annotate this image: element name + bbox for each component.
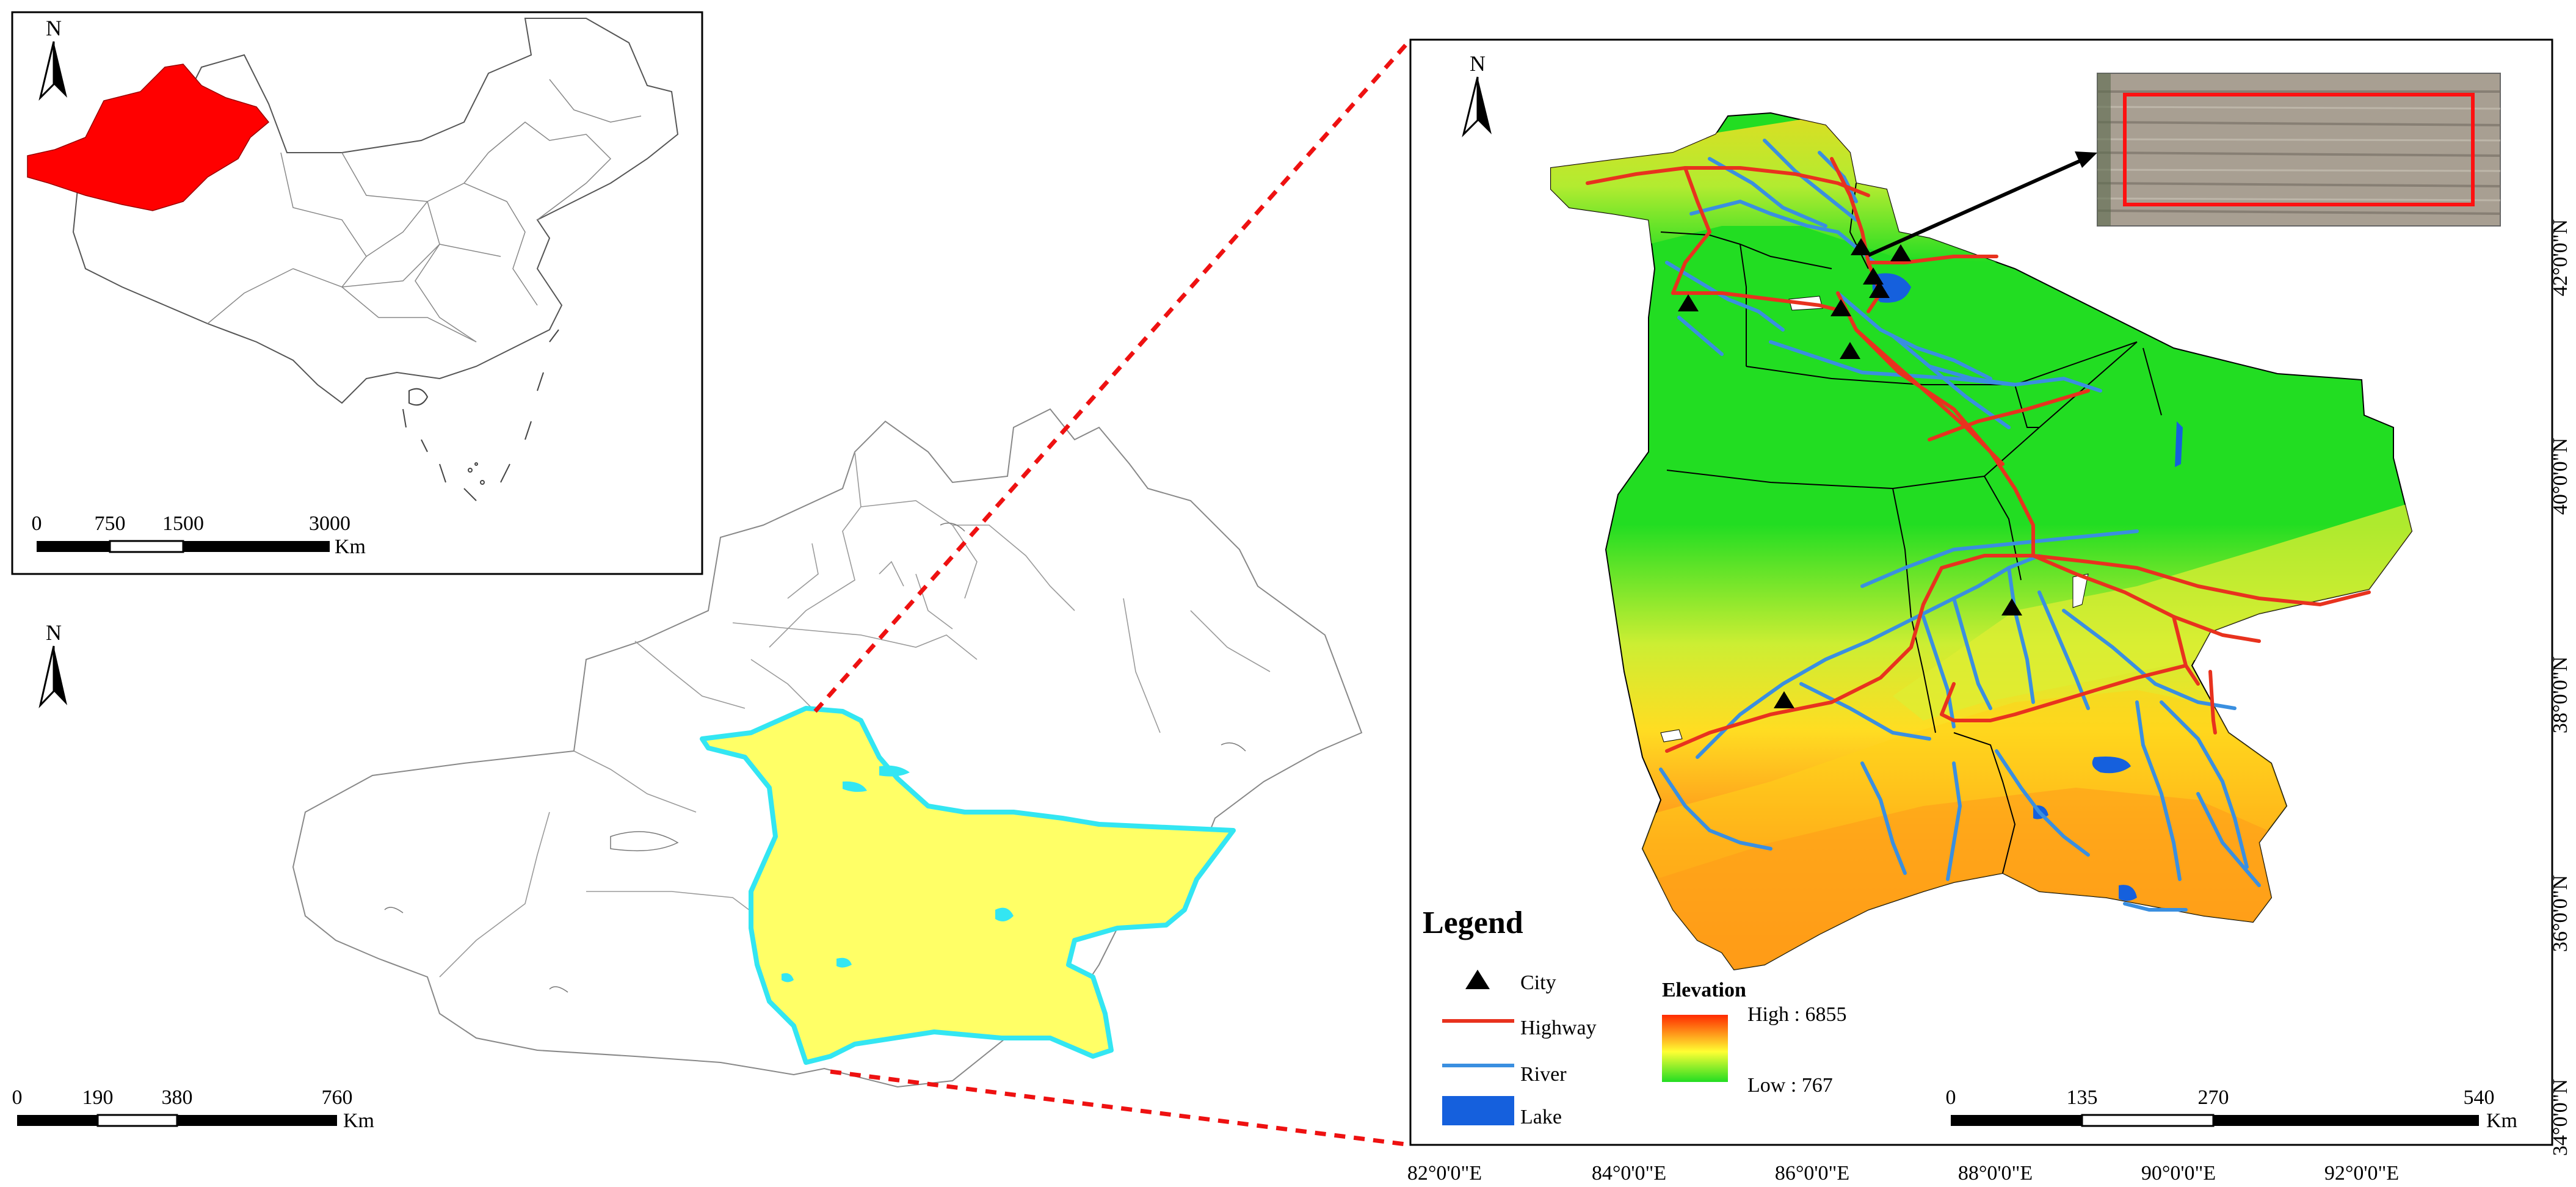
study-terrain xyxy=(1550,112,2413,971)
study-highways xyxy=(1586,157,2371,753)
satellite-inset xyxy=(2097,73,2501,227)
north-arrow-study: N xyxy=(1462,51,1492,137)
legend-city-label: City xyxy=(1520,971,1556,994)
xinjiang-scale-tick-0: 0 xyxy=(12,1086,23,1109)
south-china-sea-islands xyxy=(402,329,559,501)
study-scale-bar: 0 135 270 540 Km xyxy=(1946,1086,2518,1132)
lat-label: 34°0'0"N xyxy=(2549,1079,2572,1156)
study-lakes xyxy=(1872,273,2183,901)
legend-elevation-high: High : 6855 xyxy=(1747,1003,1846,1026)
north-arrow-xinjiang: N xyxy=(38,620,67,708)
lon-label: 92°0'0"E xyxy=(2324,1162,2399,1185)
longitude-labels: 82°0'0"E 84°0'0"E 86°0'0"E 88°0'0"E 90°0… xyxy=(1407,1162,2399,1185)
xinjiang-map: N xyxy=(12,408,1363,1132)
xinjiang-scale-bar: 0 190 380 760 Km xyxy=(12,1086,375,1132)
study-area-map: N xyxy=(1407,38,2572,1185)
svg-text:N: N xyxy=(1470,51,1486,76)
legend-highway-label: Highway xyxy=(1520,1017,1597,1039)
city-marker xyxy=(1851,238,1871,255)
china-province-lines xyxy=(207,79,642,343)
city-marker xyxy=(1678,294,1699,311)
lat-label: 38°0'0"N xyxy=(2549,656,2572,733)
legend-title: Legend xyxy=(1423,906,1523,940)
legend: Legend City Highway River Lake Elevation… xyxy=(1423,906,1846,1128)
study-scale-tick-0: 0 xyxy=(1946,1086,1956,1109)
lon-label: 88°0'0"E xyxy=(1958,1162,2033,1185)
legend-river-label: River xyxy=(1520,1063,1567,1086)
china-scale-tick-2: 1500 xyxy=(162,512,204,535)
lon-label: 82°0'0"E xyxy=(1407,1162,1482,1185)
legend-elevation-title: Elevation xyxy=(1662,979,1746,1001)
city-marker xyxy=(1869,281,1890,298)
lon-label: 90°0'0"E xyxy=(2141,1162,2216,1185)
china-scale-tick-0: 0 xyxy=(32,512,42,535)
city-marker xyxy=(1830,299,1851,316)
china-scale-bar: 0 750 1500 3000 Km xyxy=(32,512,366,558)
study-scale-unit: Km xyxy=(2486,1109,2517,1132)
lat-label: 40°0'0"N xyxy=(2549,438,2572,515)
lat-label: 42°0'0"N xyxy=(2549,219,2572,296)
legend-elevation-ramp xyxy=(1662,1015,1728,1082)
north-arrow-china: N xyxy=(38,16,67,101)
city-marker xyxy=(2001,598,2022,615)
xinjiang-prefecture-lines xyxy=(439,451,1271,978)
study-scale-tick-3: 540 xyxy=(2464,1086,2495,1109)
xinjiang-highlight xyxy=(27,64,270,211)
study-cities xyxy=(1678,238,2022,708)
xinjiang-scale-tick-2: 380 xyxy=(162,1086,193,1109)
svg-text:N: N xyxy=(46,16,62,40)
xinjiang-scale-tick-1: 190 xyxy=(82,1086,114,1109)
study-area-highlight xyxy=(700,706,1236,1065)
latitude-labels: 42°0'0"N 40°0'0"N 38°0'0"N 36°0'0"N 34°0… xyxy=(2549,219,2572,1156)
study-county-boundaries xyxy=(1660,183,2162,874)
xinjiang-scale-tick-3: 760 xyxy=(322,1086,353,1109)
lat-label: 36°0'0"N xyxy=(2549,875,2572,952)
city-marker xyxy=(1863,267,1884,285)
city-marker xyxy=(1774,691,1794,708)
study-area-lakes xyxy=(782,765,1014,982)
city-marker xyxy=(1840,342,1860,359)
city-marker xyxy=(1890,244,1911,261)
china-scale-tick-3: 3000 xyxy=(309,512,350,535)
legend-lake-symbol xyxy=(1442,1096,1514,1125)
lon-label: 86°0'0"E xyxy=(1775,1162,1849,1185)
lon-label: 84°0'0"E xyxy=(1592,1162,1666,1185)
xinjiang-scale-unit: Km xyxy=(343,1109,374,1132)
legend-lake-label: Lake xyxy=(1520,1106,1562,1128)
zoom-connector-lines xyxy=(813,38,1412,1147)
china-scale-unit: Km xyxy=(335,535,366,558)
study-scale-tick-1: 135 xyxy=(2067,1086,2098,1109)
study-scale-tick-2: 270 xyxy=(2198,1086,2229,1109)
china-inset-map: N xyxy=(11,11,703,575)
inset-arrow xyxy=(1867,151,2097,257)
china-scale-tick-1: 750 xyxy=(95,512,126,535)
svg-text:N: N xyxy=(46,620,62,645)
legend-city-symbol xyxy=(1465,970,1490,989)
xinjiang-small-features xyxy=(384,522,1246,993)
legend-elevation-low: Low : 767 xyxy=(1747,1074,1833,1097)
